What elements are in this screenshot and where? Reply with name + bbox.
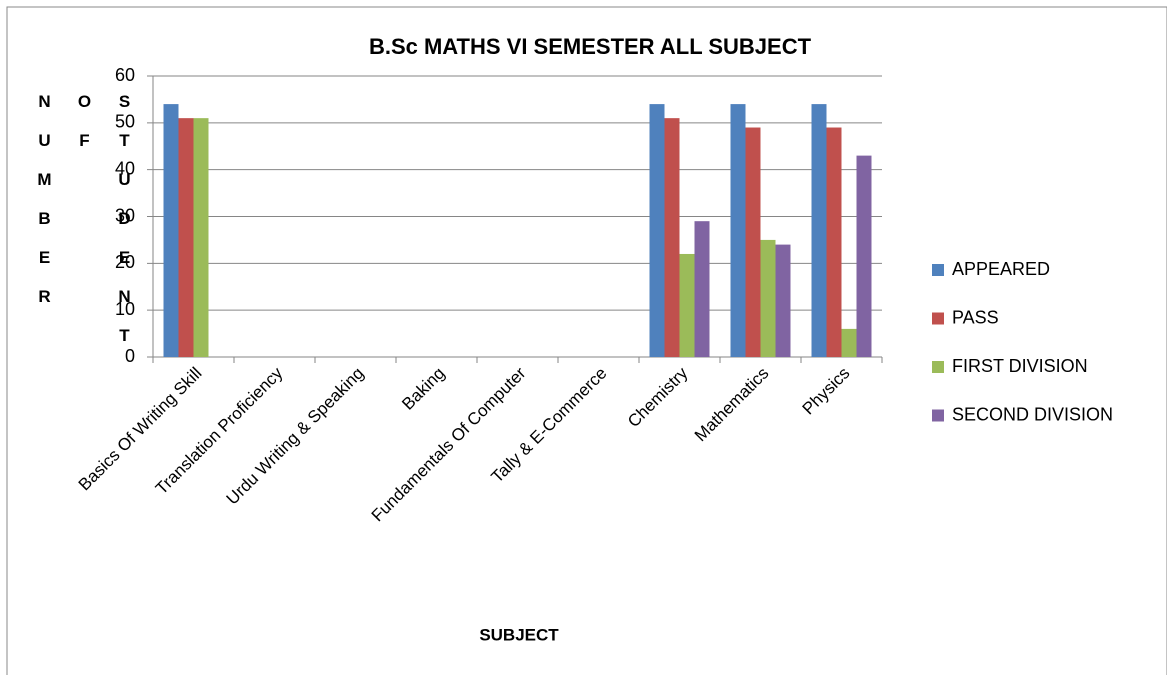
y-tick-label: 10 (115, 299, 135, 319)
legend-swatch (932, 409, 944, 422)
chart-frame (6, 6, 1167, 675)
y-tick-label: 0 (125, 346, 135, 366)
y-tick-label: 40 (115, 158, 135, 178)
x-tick-label: Chemistry (624, 363, 692, 431)
bar (856, 155, 872, 357)
bar (694, 221, 710, 357)
y-tick-label: 20 (115, 252, 135, 272)
bar (775, 244, 791, 357)
bar (664, 118, 680, 358)
x-tick-label: Baking (398, 364, 448, 414)
y-tick-label: 30 (115, 205, 135, 225)
bar (649, 104, 665, 357)
bar (178, 118, 194, 358)
legend-swatch (932, 312, 944, 325)
bar (745, 127, 761, 358)
bar (730, 104, 746, 357)
legend-label: PASS (952, 307, 999, 327)
legend-label: FIRST DIVISION (952, 356, 1088, 376)
legend-swatch (932, 264, 944, 276)
bar (811, 104, 827, 357)
legend-swatch (932, 361, 944, 373)
x-tick-label: Mathematics (691, 364, 773, 446)
y-axis-title: NUMBER OF STUDENT (35, 92, 134, 365)
x-tick-label: Physics (799, 364, 854, 419)
y-tick-label: 60 (115, 65, 135, 85)
legend-label: APPEARED (952, 259, 1050, 279)
bar (679, 253, 695, 357)
x-tick-label: Urdu Writing & Speaking (223, 364, 368, 509)
x-axis-title: SUBJECT (479, 625, 559, 644)
legend-label: SECOND DIVISION (952, 404, 1113, 424)
bar (760, 239, 776, 357)
y-tick-label: 50 (115, 112, 135, 132)
x-tick-label: Fundamentals Of Computer (368, 363, 530, 525)
bar (826, 127, 842, 358)
bar (163, 104, 179, 357)
chart-title: B.Sc MATHS VI SEMESTER ALL SUBJECT (369, 34, 812, 59)
bar (841, 328, 857, 357)
bar (193, 118, 209, 358)
